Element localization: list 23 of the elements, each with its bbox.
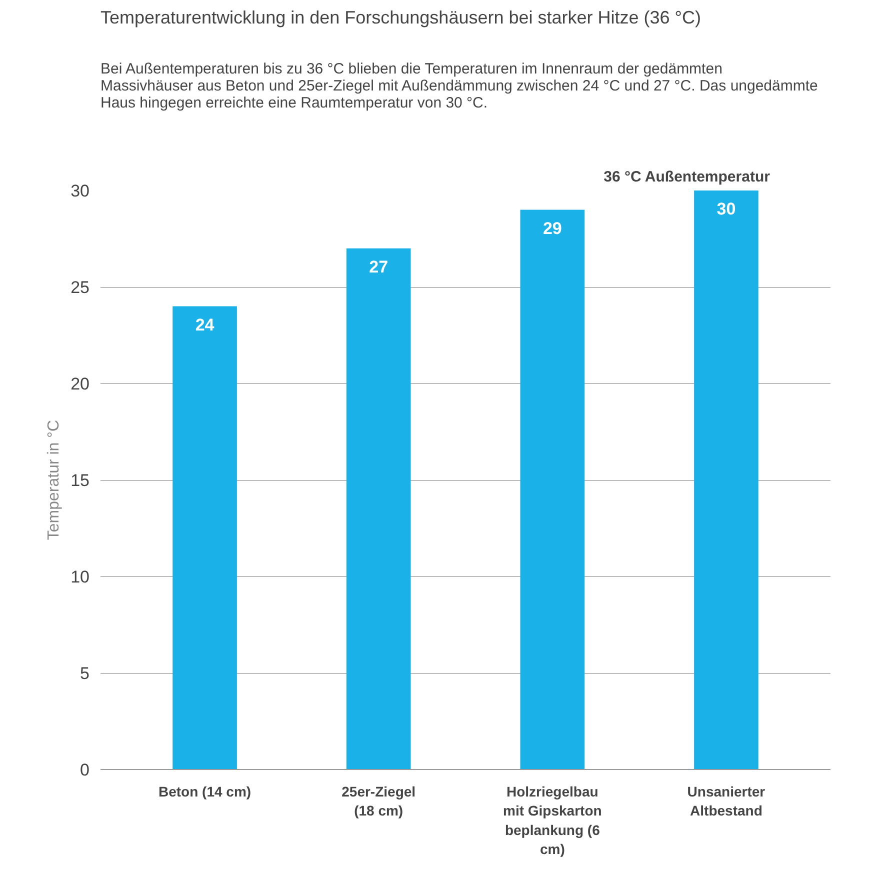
bar	[694, 190, 758, 770]
x-tick-label: Holzriegelbau mit Gipskartonbeplankung (6 cm)	[503, 784, 602, 858]
bar	[520, 210, 585, 770]
data-label: 29	[542, 218, 562, 238]
data-label: 30	[716, 200, 736, 218]
chart-subtitle: Bei Außentemperaturen bis zu 36 °C blieben die Temperaturen im Innenraum der gedämmten Massivhäuser aus Beton und 25er-Ziegel mit Außendämmung zwischen 24 °C und 27 °C. Das ungedämmte Haus hingegen erreichte eine Raumtemperatur von 30 °C.	[100, 60, 818, 112]
y-tick-label: 0	[80, 760, 90, 780]
y-tick-label: 15	[70, 471, 90, 490]
chart-title: Temperaturentwicklung in den Forschungshäusern bei starker Hitze (36 °C)	[100, 8, 701, 28]
text: 36 °C Außentemperatur	[604, 168, 770, 186]
x-tick-label: Unsanierter Altbestand	[687, 784, 766, 819]
x-tick-label: Beton (14 cm)	[158, 784, 252, 800]
data-label: 27	[369, 257, 388, 276]
bar	[172, 306, 237, 770]
x-tick-label: 25er-Ziegel (18 cm)	[342, 784, 416, 819]
data-label: 24	[195, 315, 215, 334]
y-tick-label: 10	[70, 568, 90, 586]
bar	[346, 248, 411, 770]
y-axis-title: Temperatur in °C	[46, 420, 63, 540]
y-tick-label: 20	[70, 374, 90, 394]
y-tick-label: 5	[80, 664, 90, 683]
y-tick-label: 30	[70, 182, 90, 200]
y-tick-label: 25	[70, 278, 90, 297]
